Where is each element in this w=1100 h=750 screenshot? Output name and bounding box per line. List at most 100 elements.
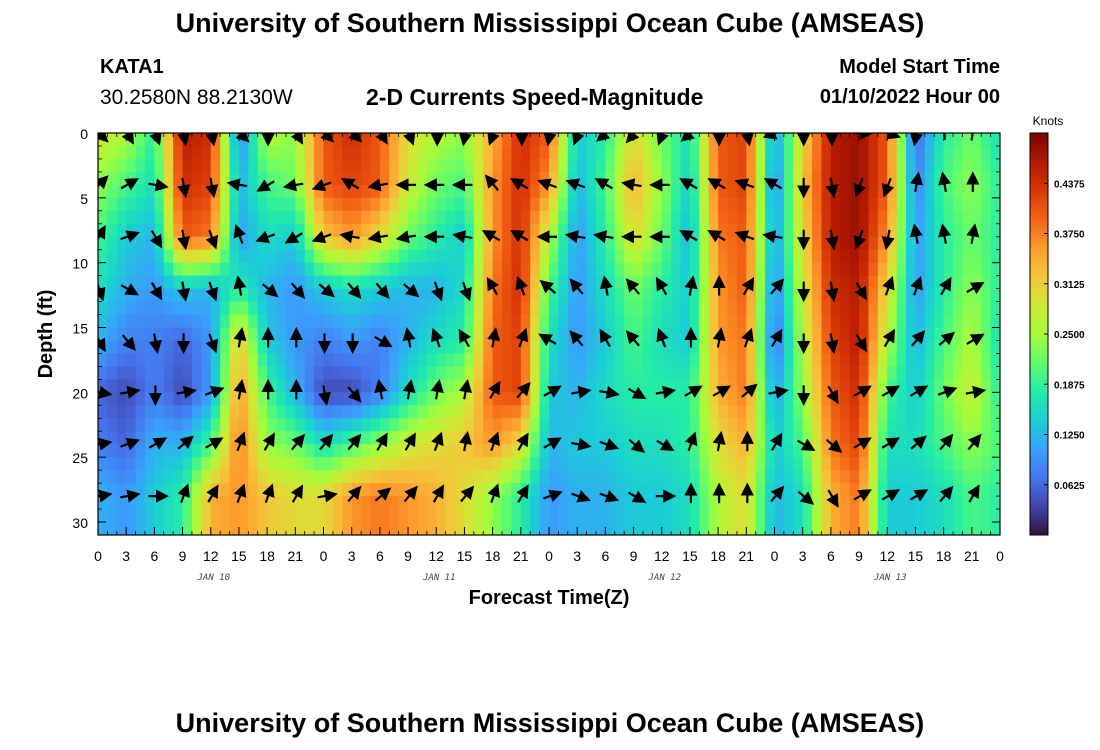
heatmap-cell (624, 392, 635, 406)
heatmap-cell (671, 509, 682, 523)
heatmap-cell (915, 405, 926, 419)
heatmap-cell (736, 288, 747, 303)
heatmap-cell (107, 522, 118, 535)
heatmap-cell (859, 509, 870, 523)
heatmap-cell (126, 353, 137, 368)
heatmap-cell (708, 392, 719, 406)
heatmap-cell (163, 444, 174, 458)
heatmap-cell (953, 496, 964, 510)
heatmap-cell (699, 249, 710, 264)
heatmap-cell (455, 444, 466, 458)
heatmap-cell (426, 223, 437, 238)
heatmap-cell (971, 457, 982, 471)
heatmap-cell (699, 457, 710, 471)
heatmap-cell (361, 353, 372, 368)
heatmap-cell (708, 301, 719, 316)
heatmap-cell (633, 223, 644, 238)
heatmap-cell (896, 288, 907, 303)
heatmap-cell (624, 236, 635, 251)
heatmap-cell (642, 379, 653, 393)
heatmap-cell (191, 431, 202, 445)
heatmap-cell (511, 133, 522, 147)
heatmap-cell (98, 392, 108, 406)
heatmap-cell (257, 133, 268, 147)
heatmap-cell (116, 301, 127, 316)
heatmap-cell (558, 392, 569, 406)
heatmap-cell (962, 444, 973, 458)
heatmap-cell (473, 444, 484, 458)
heatmap-cell (990, 236, 1000, 251)
current-arrow (233, 275, 247, 296)
heatmap-cell (370, 145, 381, 160)
heatmap-cell (868, 262, 879, 277)
heatmap-cell (276, 327, 287, 342)
heatmap-cell (699, 431, 710, 445)
heatmap-cell (793, 288, 804, 303)
heatmap-cell (934, 418, 945, 432)
heatmap-cell (304, 509, 315, 523)
heatmap-cell (238, 457, 249, 471)
heatmap-cell (783, 275, 794, 290)
heatmap-cell (595, 288, 606, 303)
heatmap-cell (868, 171, 879, 186)
heatmap-cell (783, 301, 794, 316)
heatmap-cell (314, 405, 325, 419)
heatmap-cell (126, 470, 137, 484)
heatmap-cell (398, 197, 409, 212)
current-arrow (909, 489, 929, 502)
heatmap-cell (314, 145, 325, 160)
heatmap-cell (783, 509, 794, 523)
heatmap-cell (323, 262, 334, 277)
heatmap-cell (182, 405, 193, 419)
heatmap-cell (445, 522, 456, 535)
heatmap-cell (173, 145, 184, 160)
current-arrow (149, 282, 163, 301)
heatmap-cell (896, 184, 907, 199)
current-arrow (628, 438, 645, 453)
heatmap-cell (502, 262, 513, 277)
heatmap-cell (830, 353, 841, 368)
heatmap-cell (408, 509, 419, 523)
current-arrow (684, 275, 698, 296)
heatmap-cell (455, 496, 466, 510)
heatmap-cell (182, 509, 193, 523)
heatmap-cell (652, 366, 663, 380)
heatmap-cell (248, 457, 259, 471)
heatmap-cell (915, 262, 926, 277)
heatmap-cell (464, 197, 475, 212)
heatmap-cell (201, 392, 212, 406)
heatmap-cell (220, 158, 231, 173)
heatmap-cell (558, 275, 569, 290)
heatmap-cell (633, 184, 644, 199)
heatmap-cell (652, 405, 663, 419)
heatmap-cell (520, 262, 531, 277)
heatmap-cell (408, 405, 419, 419)
heatmap-cell (614, 210, 625, 225)
heatmap-cell (370, 327, 381, 342)
heatmap-cell (426, 340, 437, 355)
current-arrow (569, 278, 584, 295)
heatmap-cell (473, 379, 484, 393)
heatmap-cell (455, 275, 466, 290)
heatmap-cell (624, 314, 635, 329)
heatmap-cell (755, 366, 766, 380)
heatmap-cell (248, 184, 259, 199)
heatmap-cell (943, 366, 954, 380)
heatmap-cell (520, 405, 531, 419)
heatmap-cell (699, 314, 710, 329)
x-tick-label: 9 (404, 548, 412, 564)
heatmap-cell (859, 275, 870, 290)
heatmap-cell (332, 522, 343, 535)
heatmap-cell (727, 353, 738, 368)
heatmap-cell (652, 288, 663, 303)
heatmap-cell (840, 522, 851, 535)
heatmap-cell (191, 418, 202, 432)
heatmap-cell (530, 470, 541, 484)
heatmap-cell (821, 340, 832, 355)
heatmap-cell (229, 509, 240, 523)
heatmap-cell (567, 314, 578, 329)
heatmap-cell (840, 366, 851, 380)
heatmap-cell (642, 314, 653, 329)
current-arrow (430, 327, 444, 348)
heatmap-cell (774, 509, 785, 523)
